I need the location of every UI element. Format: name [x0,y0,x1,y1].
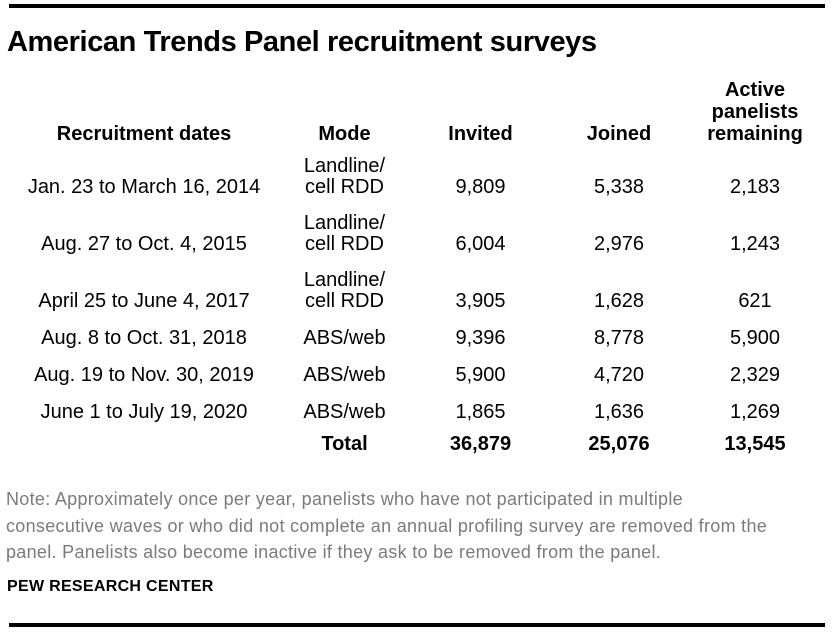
column-header-invited: Invited [448,123,513,145]
bottom-rule [9,623,825,627]
cell-recruitment-dates: Aug. 27 to Oct. 4, 2015 [41,233,247,255]
cell-mode: ABS/web [303,364,386,386]
column-header-joined: Joined [586,123,652,145]
cell-invited: 6,004 [455,233,506,255]
table-row: Jan. 23 to March 16, 2014 Landline/ cell… [6,147,826,200]
top-rule [9,4,825,8]
cell-invited: 3,905 [455,290,506,312]
cell-mode: ABS/web [303,401,386,423]
cell-joined: 5,338 [593,176,645,198]
cell-mode: ABS/web [303,327,386,349]
cell-mode: Landline/ cell RDD [303,155,386,198]
table-row: Aug. 19 to Nov. 30, 2019 ABS/web 5,900 4… [6,351,826,388]
cell-remaining: 2,329 [729,364,781,386]
table-total-row: Total 36,879 25,076 13,545 [6,425,826,457]
source-label: PEW RESEARCH CENTER [7,578,214,595]
table-row: June 1 to July 19, 2020 ABS/web 1,865 1,… [6,388,826,425]
cell-empty [6,425,282,457]
cell-total-invited: 36,879 [449,433,512,455]
cell-recruitment-dates: April 25 to June 4, 2017 [38,290,250,312]
cell-remaining: 1,243 [729,233,781,255]
note-text: Note: Approximately once per year, panel… [6,486,767,566]
cell-invited: 5,900 [455,364,506,386]
note-line: panel. Panelists also become inactive if… [6,542,662,562]
note-line: consecutive waves or who did not complet… [6,515,768,536]
cell-invited: 9,809 [455,176,506,198]
cell-recruitment-dates: Jan. 23 to March 16, 2014 [27,176,261,198]
column-header-mode: Mode [318,123,371,145]
cell-remaining: 2,183 [729,176,781,198]
cell-remaining: 1,269 [729,401,781,423]
cell-joined: 8,778 [593,327,645,349]
cell-joined: 2,976 [593,233,645,255]
cell-recruitment-dates: Aug. 8 to Oct. 31, 2018 [41,327,247,349]
cell-mode: Landline/ cell RDD [303,269,386,312]
cell-joined: 4,720 [593,364,645,386]
figure-title: American Trends Panel recruitment survey… [7,26,597,58]
cell-invited: 1,865 [455,401,506,423]
table-row: April 25 to June 4, 2017 Landline/ cell … [6,257,826,314]
table-row: Aug. 27 to Oct. 4, 2015 Landline/ cell R… [6,200,826,257]
cell-joined: 1,628 [593,290,645,312]
cell-total-joined: 25,076 [588,433,650,455]
cell-mode: Landline/ cell RDD [303,212,386,255]
cell-remaining: 621 [738,290,772,312]
cell-recruitment-dates: Aug. 19 to Nov. 30, 2019 [34,364,254,386]
cell-total-remaining: 13,545 [724,433,786,455]
cell-total-label: Total [321,433,368,455]
table-header-row: Recruitment dates Mode Invited Joined Ac… [6,60,826,147]
cell-remaining: 5,900 [729,327,781,349]
cell-recruitment-dates: June 1 to July 19, 2020 [40,401,248,423]
recruitment-table: Recruitment dates Mode Invited Joined Ac… [6,60,826,457]
cell-invited: 9,396 [455,327,506,349]
note-line: Note: Approximately once per year, panel… [6,489,683,509]
cell-joined: 1,636 [593,401,645,423]
table-row: Aug. 8 to Oct. 31, 2018 ABS/web 9,396 8,… [6,314,826,351]
column-header-recruitment-dates: Recruitment dates [56,123,232,145]
column-header-active-panelists-remaining: Active panelists remaining [707,79,803,145]
